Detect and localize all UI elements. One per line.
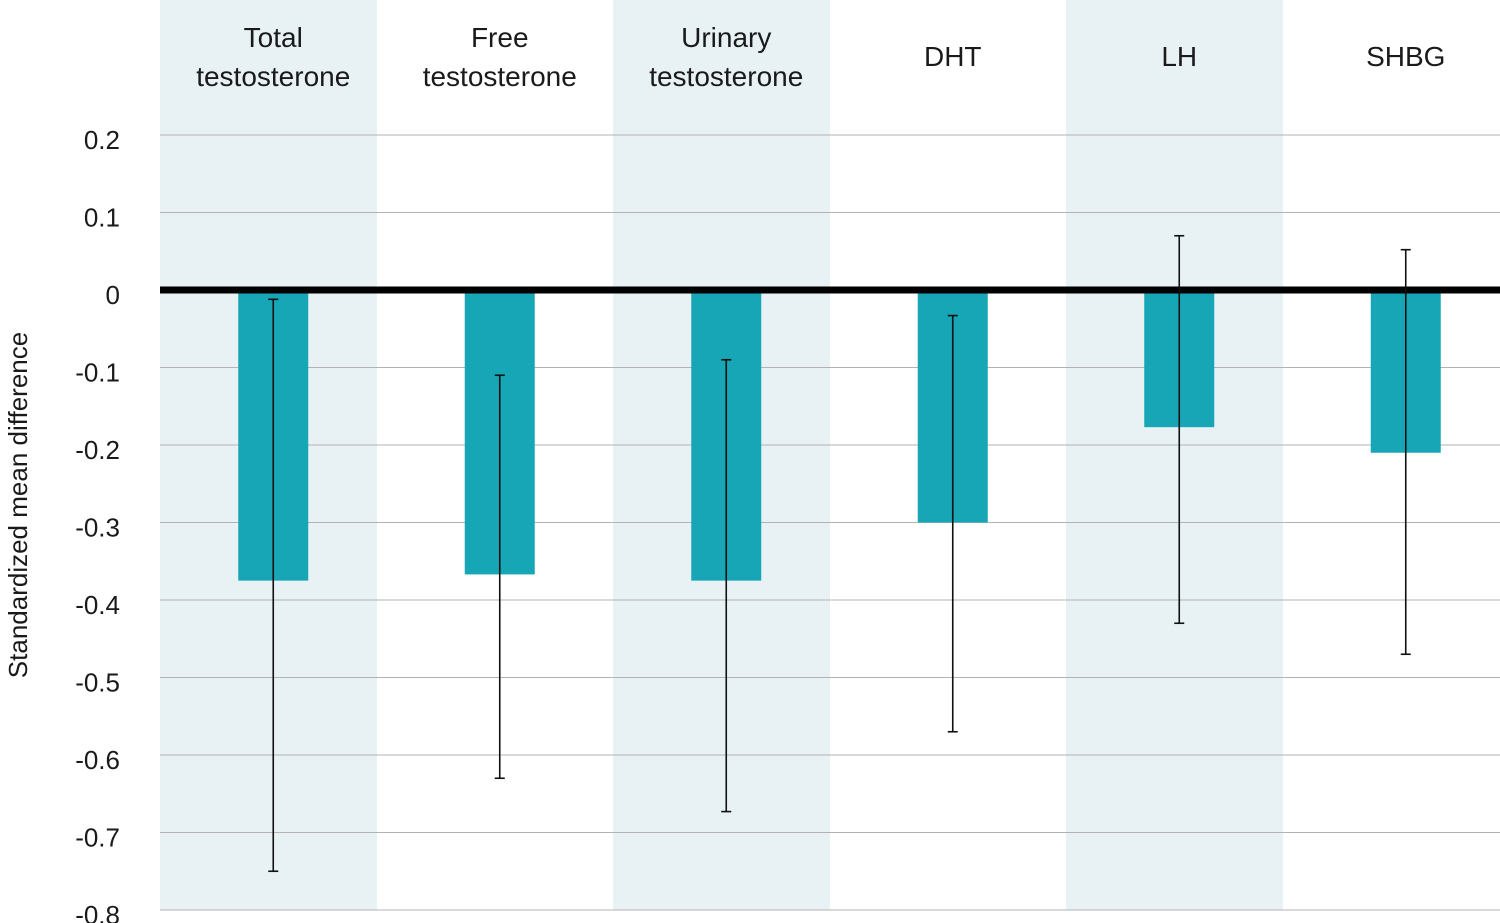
error-bar — [494, 374, 505, 780]
y-tick-label: -0.6 — [75, 745, 120, 775]
y-tick-label: -0.8 — [75, 900, 120, 923]
category-label: Free testosterone — [423, 22, 577, 92]
y-tick-label: -0.5 — [75, 668, 120, 698]
y-axis-ticks: 0.2 0.1 0 -0.1 -0.2 -0.3 -0.4 -0.5 -0.6 -0.7 -0.8 — [75, 125, 120, 923]
y-axis-label: Standardized mean difference — [3, 332, 33, 678]
y-tick-label: -0.7 — [75, 823, 120, 853]
error-bar — [721, 358, 732, 813]
y-tick-label: 0.1 — [84, 203, 120, 233]
category-label: Urinary testosterone — [649, 22, 803, 92]
error-bar — [947, 314, 958, 733]
error-bar — [1400, 248, 1411, 656]
column-band — [1066, 0, 1283, 910]
y-tick-label: 0.2 — [84, 125, 120, 155]
category-label: DHT — [924, 41, 982, 72]
category-label: SHBG — [1366, 41, 1445, 72]
category-labels: Total testosterone Free testosterone Urinary… — [196, 22, 1445, 92]
gridlines — [160, 134, 1500, 911]
y-tick-label: -0.2 — [75, 435, 120, 465]
category-label: LH — [1161, 41, 1197, 72]
y-tick-label: -0.3 — [75, 513, 120, 543]
category-label: Total testosterone — [196, 22, 350, 92]
y-tick-label: 0 — [106, 280, 120, 310]
error-bar — [268, 298, 279, 873]
y-tick-label: -0.4 — [75, 590, 120, 620]
error-bars — [268, 234, 1411, 873]
y-tick-label: -0.1 — [75, 358, 120, 388]
error-bar — [1174, 234, 1185, 625]
